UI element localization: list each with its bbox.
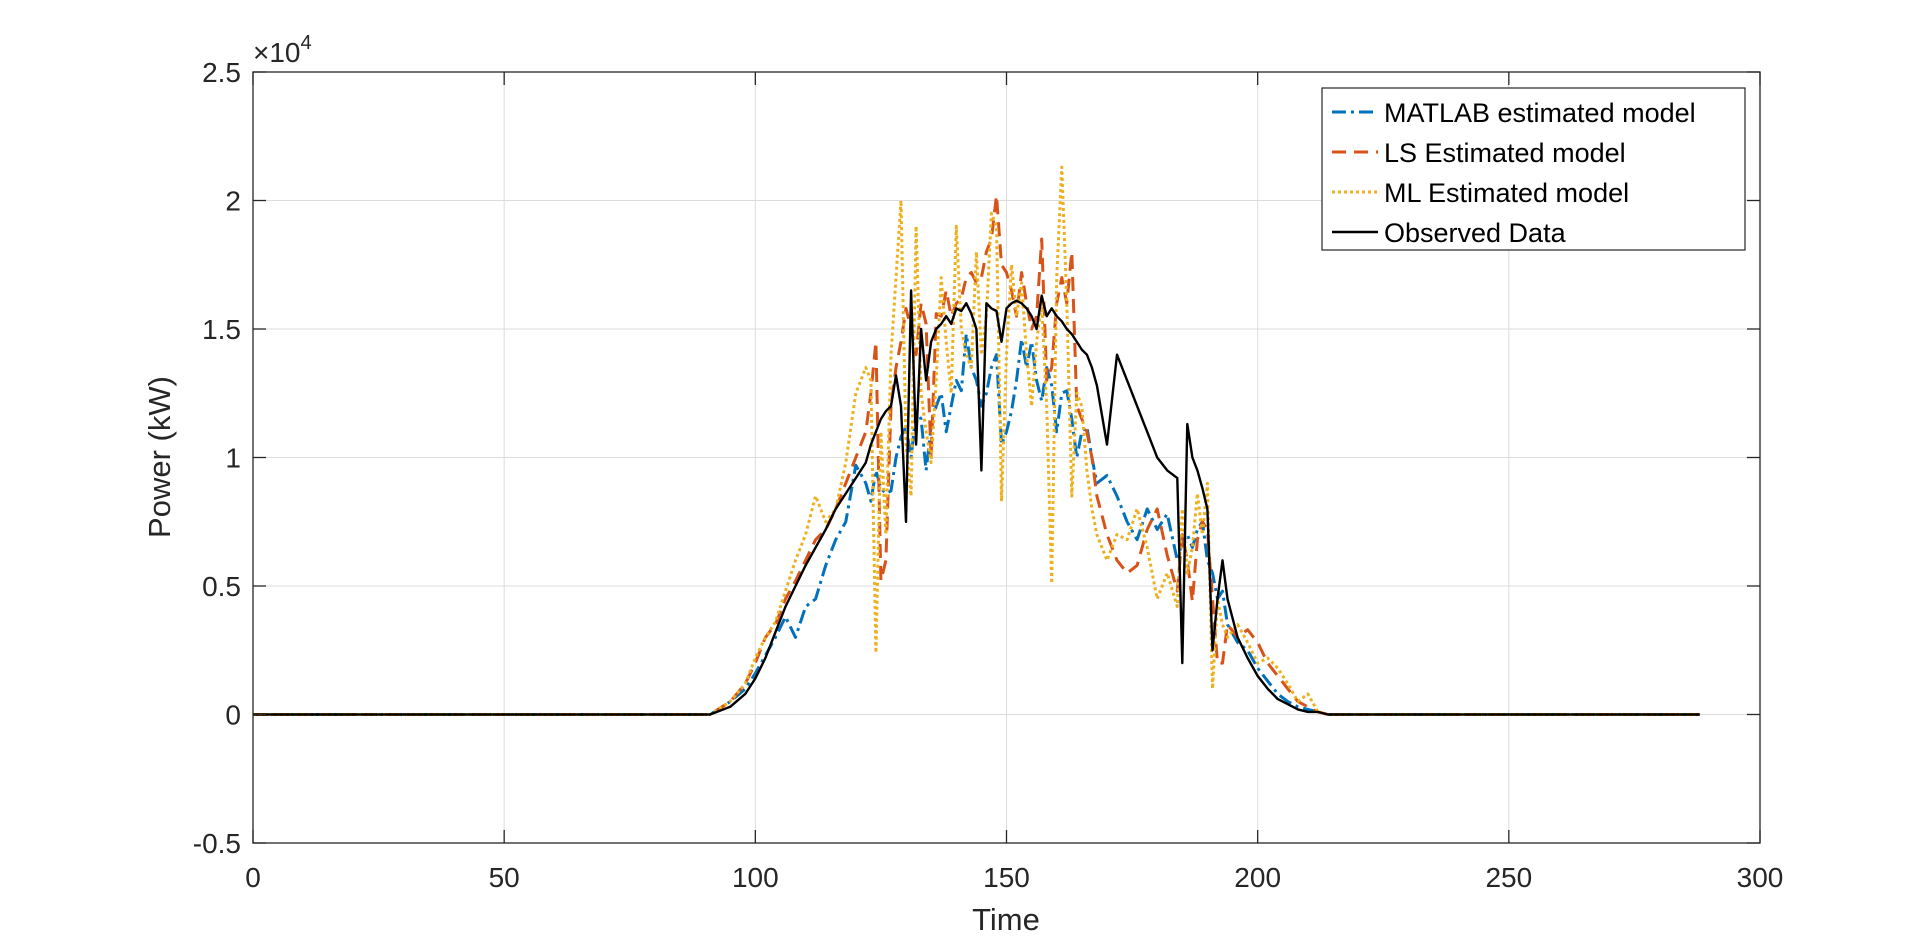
y-tick-label: 0.5 (202, 571, 241, 602)
exponent-base: ×10 (253, 37, 301, 68)
exponent-power: 4 (301, 32, 312, 54)
x-tick-label: 50 (489, 862, 520, 893)
y-axis-title: Power (kW) (142, 376, 177, 538)
legend: MATLAB estimated model LS Estimated model… (1321, 87, 1746, 251)
legend-label: ML Estimated model (1384, 178, 1629, 208)
y-tick-label: 2 (225, 186, 241, 217)
axis-tick-labels: 0 50 100 150 200 250 300-0.500.511.522.5 (193, 57, 1784, 893)
svg-text:×104: ×104 (253, 32, 312, 68)
y-tick-label: -0.5 (193, 828, 241, 859)
legend-label: Observed Data (1384, 218, 1567, 248)
series-layer (253, 165, 1700, 716)
x-axis-title: Time (972, 902, 1040, 936)
y-tick-label: 1 (225, 443, 241, 474)
x-tick-label: 250 (1485, 862, 1532, 893)
y-exponent-label: ×104 (253, 32, 312, 68)
x-tick-label: 200 (1234, 862, 1281, 893)
x-tick-label: 150 (983, 862, 1030, 893)
y-tick-label: 2.5 (202, 57, 241, 88)
x-tick-label: 300 (1737, 862, 1784, 893)
series-line-2 (253, 165, 1700, 716)
series-line-3 (253, 289, 1700, 716)
y-tick-label: 1.5 (202, 314, 241, 345)
x-tick-label: 100 (732, 862, 779, 893)
series-line-0 (253, 332, 1700, 716)
y-tick-label: 0 (225, 700, 241, 731)
series-line-1 (253, 193, 1700, 716)
legend-label: MATLAB estimated model (1384, 98, 1696, 128)
axis-ticks (252, 71, 1761, 844)
legend-box (1321, 87, 1746, 251)
x-tick-label: 0 (245, 862, 261, 893)
legend-label: LS Estimated model (1384, 138, 1626, 168)
